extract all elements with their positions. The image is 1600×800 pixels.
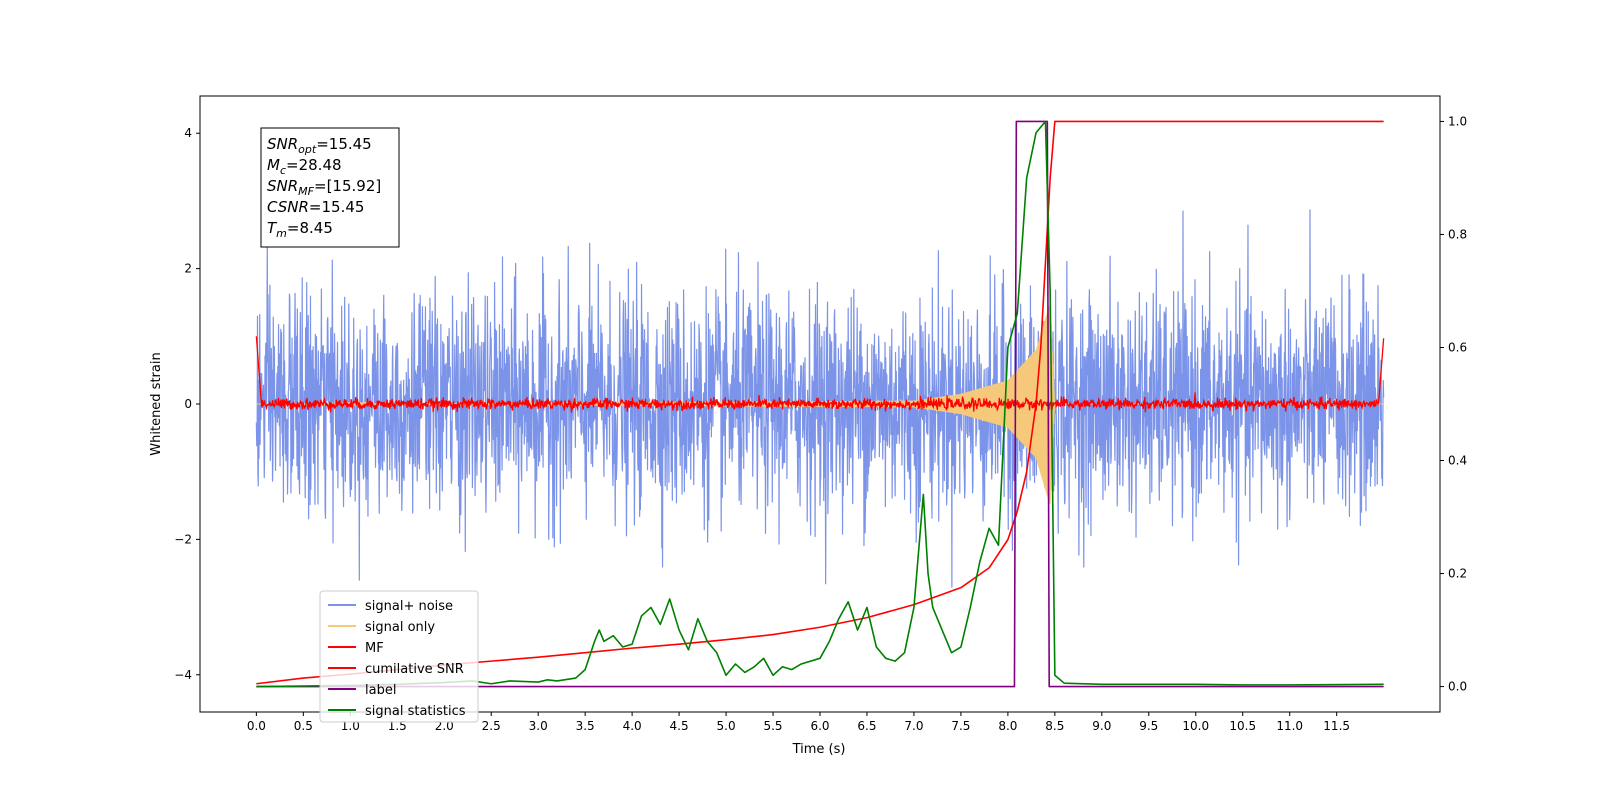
y-tick-label: 0 <box>184 397 192 411</box>
series-mf <box>255 336 1385 413</box>
y-right-tick-label: 0.4 <box>1448 454 1467 468</box>
legend-label: signal only <box>365 620 435 635</box>
y-tick-label: 4 <box>184 126 192 140</box>
x-tick-label: 2.5 <box>482 719 501 733</box>
x-tick-label: 6.5 <box>857 719 876 733</box>
x-tick-label: 4.0 <box>623 719 642 733</box>
y-axis-right: 0.0 0.2 0.4 0.6 0.8 1.0 <box>1440 114 1467 694</box>
legend-label: label <box>365 683 396 698</box>
legend-frame <box>319 590 479 723</box>
stats-line: SNRopt=15.45 <box>267 135 372 156</box>
y-tick-label: −2 <box>174 532 192 546</box>
x-tick-label: 8.0 <box>998 719 1017 733</box>
x-tick-label: 7.5 <box>951 719 970 733</box>
stats-line: Mc=28.48 <box>267 156 342 177</box>
stats-line: SNRMF=[15.92] <box>267 177 381 198</box>
y-right-tick-label: 0.2 <box>1448 567 1467 581</box>
y-tick-label: −4 <box>174 668 192 682</box>
x-tick-label: 3.5 <box>576 719 595 733</box>
x-tick-label: 5.0 <box>717 719 736 733</box>
stats-annotation-box: SNRopt=15.45Mc=28.48SNRMF=[15.92]CSNR=15… <box>260 127 400 248</box>
signal-statistics-line <box>256 120 1384 688</box>
x-tick-label: 4.5 <box>670 719 689 733</box>
stats-box-frame <box>260 127 400 248</box>
x-tick-label: 9.0 <box>1092 719 1111 733</box>
x-tick-label: 0.5 <box>294 719 313 733</box>
y-right-tick-label: 0.8 <box>1448 227 1467 241</box>
x-tick-label: 9.5 <box>1139 719 1158 733</box>
x-tick-label: 10.0 <box>1182 719 1209 733</box>
mf-line <box>255 336 1385 413</box>
x-tick-label: 10.5 <box>1229 719 1256 733</box>
legend-label: signal statistics <box>365 704 466 719</box>
x-tick-label: 7.0 <box>904 719 923 733</box>
series-label <box>256 120 1384 688</box>
x-tick-label: 6.0 <box>810 719 829 733</box>
x-tick-label: 11.0 <box>1276 719 1303 733</box>
y-axis-label: Whitened strain <box>149 352 164 455</box>
x-tick-label: 8.5 <box>1045 719 1064 733</box>
y-axis-left: −4 −2 0 2 4 <box>174 126 200 682</box>
label-line <box>256 120 1384 688</box>
legend-label: MF <box>365 641 384 656</box>
x-tick-label: 0.0 <box>247 719 266 733</box>
x-tick-label: 11.5 <box>1323 719 1350 733</box>
y-tick-label: 2 <box>184 262 192 276</box>
y-right-tick-label: 1.0 <box>1448 114 1467 128</box>
y-right-tick-label: 0.6 <box>1448 340 1467 354</box>
x-tick-label: 5.5 <box>763 719 782 733</box>
x-tick-label: 3.0 <box>529 719 548 733</box>
legend: signal+ noise signal only MF cumilative SNR… <box>319 590 479 723</box>
legend-label: signal+ noise <box>365 599 453 614</box>
legend-label: cumilative SNR <box>365 662 464 677</box>
x-axis-label: Time (s) <box>792 742 846 757</box>
y-right-tick-label: 0.0 <box>1448 680 1467 694</box>
stats-line: Tm=8.45 <box>267 219 333 240</box>
stats-line: CSNR=15.45 <box>267 198 364 216</box>
series-signal-statistics <box>256 120 1384 688</box>
